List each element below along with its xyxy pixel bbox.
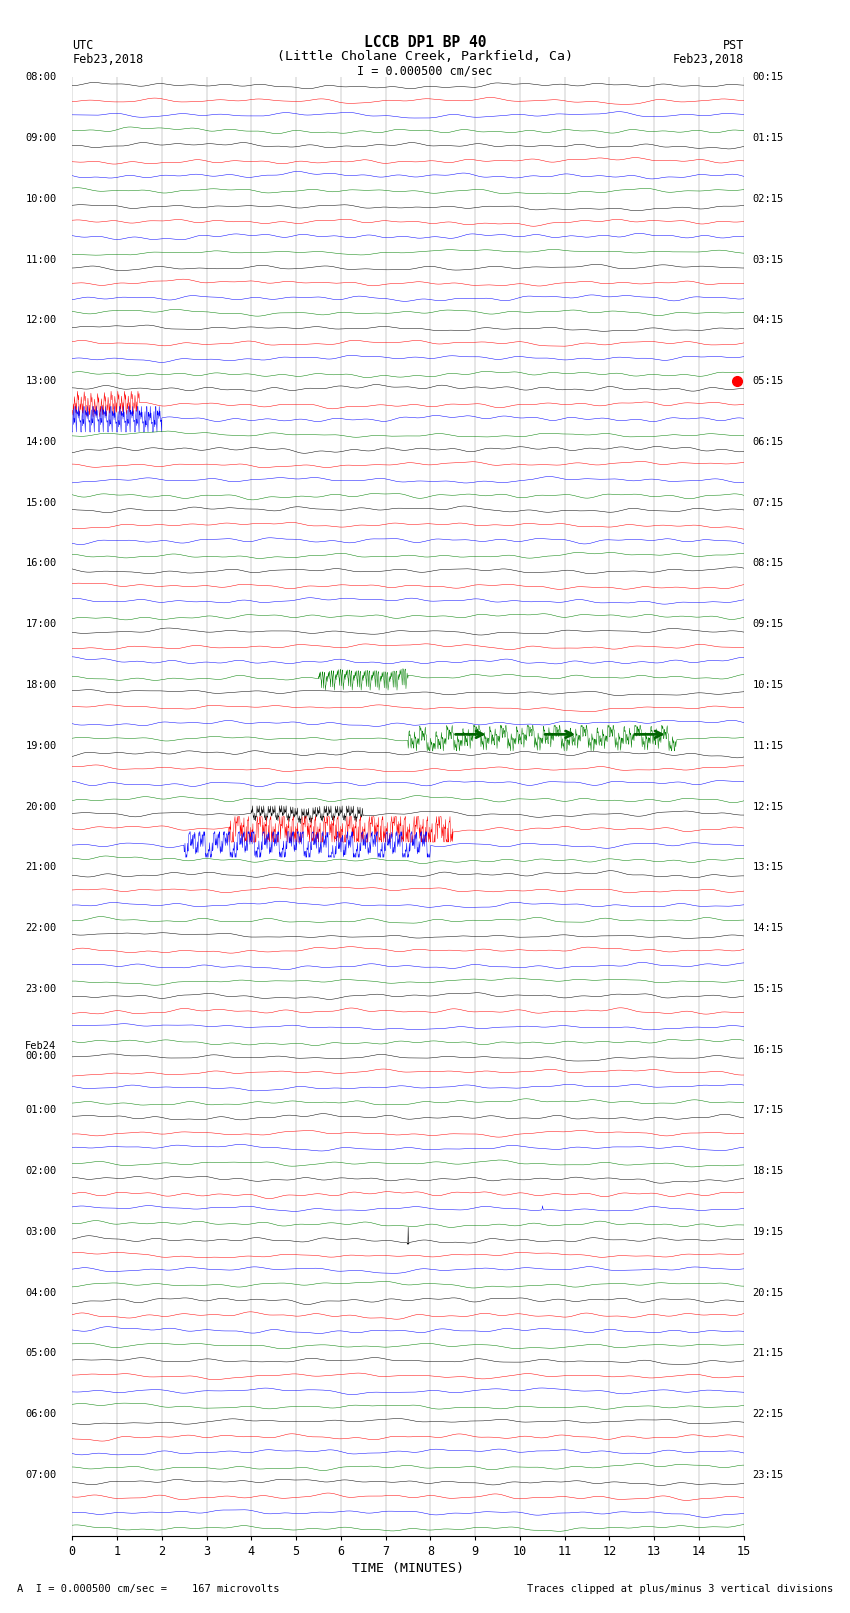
Text: 20:00: 20:00 <box>26 802 57 811</box>
Text: 19:15: 19:15 <box>753 1227 784 1237</box>
Text: 15:00: 15:00 <box>26 498 57 508</box>
Text: 12:00: 12:00 <box>26 316 57 326</box>
Text: 00:00: 00:00 <box>26 1050 57 1061</box>
Text: 04:00: 04:00 <box>26 1287 57 1297</box>
Text: 20:15: 20:15 <box>753 1287 784 1297</box>
Text: 09:00: 09:00 <box>26 134 57 144</box>
Text: LCCB DP1 BP 40: LCCB DP1 BP 40 <box>364 35 486 50</box>
Text: 07:00: 07:00 <box>26 1469 57 1479</box>
Text: 21:00: 21:00 <box>26 863 57 873</box>
Text: 22:15: 22:15 <box>753 1410 784 1419</box>
Text: 12:15: 12:15 <box>753 802 784 811</box>
Text: 03:15: 03:15 <box>753 255 784 265</box>
Text: 11:00: 11:00 <box>26 255 57 265</box>
Text: 05:15: 05:15 <box>753 376 784 386</box>
Text: Traces clipped at plus/minus 3 vertical divisions: Traces clipped at plus/minus 3 vertical … <box>527 1584 833 1594</box>
Text: 13:00: 13:00 <box>26 376 57 386</box>
Text: 10:00: 10:00 <box>26 194 57 203</box>
Text: 10:15: 10:15 <box>753 681 784 690</box>
Text: 14:15: 14:15 <box>753 923 784 932</box>
Text: 11:15: 11:15 <box>753 740 784 750</box>
Text: 23:00: 23:00 <box>26 984 57 994</box>
Text: I = 0.000500 cm/sec: I = 0.000500 cm/sec <box>357 65 493 77</box>
Text: 06:00: 06:00 <box>26 1410 57 1419</box>
Text: (Little Cholane Creek, Parkfield, Ca): (Little Cholane Creek, Parkfield, Ca) <box>277 50 573 63</box>
Text: Feb24: Feb24 <box>26 1042 57 1052</box>
Text: 17:00: 17:00 <box>26 619 57 629</box>
Text: 05:00: 05:00 <box>26 1348 57 1358</box>
Text: 14:00: 14:00 <box>26 437 57 447</box>
Text: 08:00: 08:00 <box>26 73 57 82</box>
Text: A  I = 0.000500 cm/sec =    167 microvolts: A I = 0.000500 cm/sec = 167 microvolts <box>17 1584 280 1594</box>
Text: 01:00: 01:00 <box>26 1105 57 1115</box>
Text: 18:15: 18:15 <box>753 1166 784 1176</box>
Text: UTC: UTC <box>72 39 94 52</box>
Text: 19:00: 19:00 <box>26 740 57 750</box>
Text: 03:00: 03:00 <box>26 1227 57 1237</box>
Text: 17:15: 17:15 <box>753 1105 784 1115</box>
X-axis label: TIME (MINUTES): TIME (MINUTES) <box>352 1561 464 1574</box>
Text: 01:15: 01:15 <box>753 134 784 144</box>
Text: 23:15: 23:15 <box>753 1469 784 1479</box>
Text: 16:15: 16:15 <box>753 1045 784 1055</box>
Text: 13:15: 13:15 <box>753 863 784 873</box>
Text: 09:15: 09:15 <box>753 619 784 629</box>
Text: 00:15: 00:15 <box>753 73 784 82</box>
Text: 04:15: 04:15 <box>753 316 784 326</box>
Text: 08:15: 08:15 <box>753 558 784 568</box>
Text: 18:00: 18:00 <box>26 681 57 690</box>
Text: 02:00: 02:00 <box>26 1166 57 1176</box>
Text: 02:15: 02:15 <box>753 194 784 203</box>
Text: 15:15: 15:15 <box>753 984 784 994</box>
Text: 06:15: 06:15 <box>753 437 784 447</box>
Text: 21:15: 21:15 <box>753 1348 784 1358</box>
Text: Feb23,2018: Feb23,2018 <box>672 53 744 66</box>
Text: Feb23,2018: Feb23,2018 <box>72 53 144 66</box>
Text: 07:15: 07:15 <box>753 498 784 508</box>
Text: PST: PST <box>722 39 744 52</box>
Text: 22:00: 22:00 <box>26 923 57 932</box>
Text: 16:00: 16:00 <box>26 558 57 568</box>
